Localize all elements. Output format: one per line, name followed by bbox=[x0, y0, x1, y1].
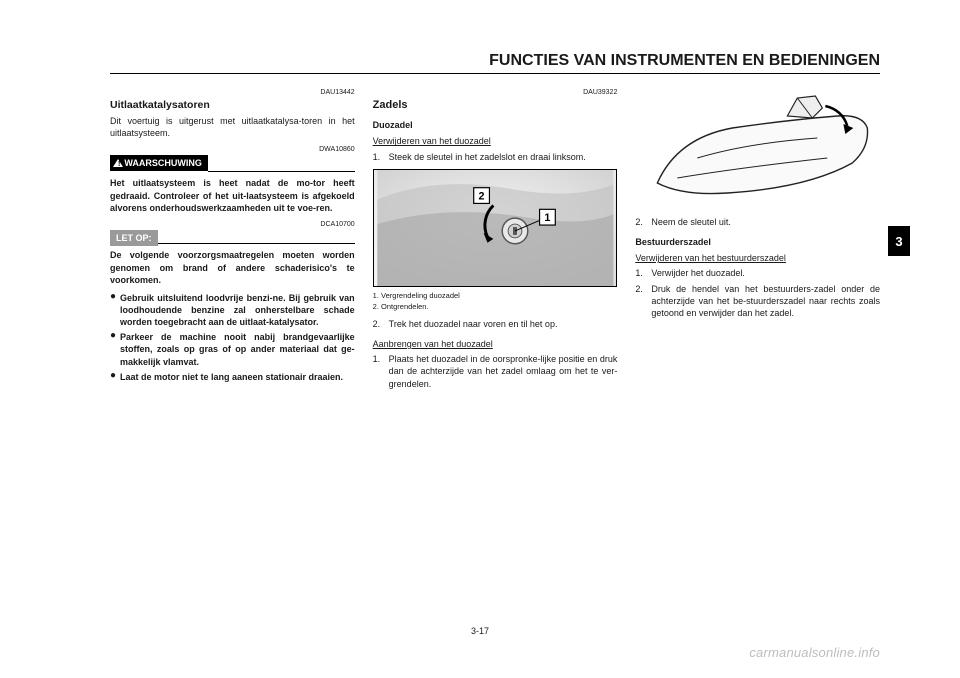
figure-label-1: 1 bbox=[544, 212, 550, 224]
notice-bullet-list: ●Gebruik uitsluitend loodvrije benzi-ne.… bbox=[110, 292, 355, 383]
column-2: DAU39322 Zadels Duozadel Verwijderen van… bbox=[373, 88, 618, 608]
bullet-icon: ● bbox=[110, 371, 120, 381]
step-text: Plaats het duozadel in de oorspronke-lij… bbox=[389, 353, 618, 389]
bullet-text: Parkeer de machine nooit nabij brandgeva… bbox=[120, 331, 355, 367]
bullet-icon: ● bbox=[110, 331, 120, 341]
warning-exclamation-icon: ! bbox=[118, 160, 120, 169]
bullet-text: Gebruik uitsluitend loodvrije benzi-ne. … bbox=[120, 292, 355, 328]
step-item: 1.Plaats het duozadel in de oorspronke-l… bbox=[373, 353, 618, 389]
page-number: 3-17 bbox=[0, 626, 960, 636]
step-number: 2. bbox=[373, 318, 389, 330]
notice-intro: De volgende voorzorgsmaatregelen moeten … bbox=[110, 249, 355, 285]
warning-text: Het uitlaatsysteem is heet nadat de mo-t… bbox=[110, 177, 355, 213]
step-list: 1.Steek de sleutel in het zadelslot en d… bbox=[373, 151, 618, 163]
step-number: 2. bbox=[635, 216, 651, 228]
notice-callout-row: LET OP: bbox=[110, 230, 355, 246]
manual-page: FUNCTIES VAN INSTRUMENTEN EN BEDIENINGEN… bbox=[0, 0, 960, 678]
header-rule bbox=[110, 73, 880, 74]
callout-rule bbox=[208, 171, 355, 172]
figure-caption: 1. Vergrendeling duozadel bbox=[373, 291, 618, 301]
subsection-heading: Duozadel bbox=[373, 119, 618, 131]
ref-code: DAU13442 bbox=[110, 88, 355, 97]
seat-lock-illustration: 1 2 bbox=[374, 170, 617, 286]
step-text: Neem de sleutel uit. bbox=[651, 216, 880, 228]
bullet-text: Laat de motor niet te lang aaneen statio… bbox=[120, 371, 355, 383]
bullet-icon: ● bbox=[110, 292, 120, 302]
step-item: 1.Steek de sleutel in het zadelslot en d… bbox=[373, 151, 618, 163]
step-text: Steek de sleutel in het zadelslot en dra… bbox=[389, 151, 618, 163]
step-text: Druk de hendel van het bestuurders-zadel… bbox=[651, 283, 880, 319]
step-number: 1. bbox=[635, 267, 651, 279]
section-heading: Uitlaatkatalysatoren bbox=[110, 98, 355, 112]
procedure-heading: Verwijderen van het bestuurderszadel bbox=[635, 252, 880, 264]
bullet-item: ●Laat de motor niet te lang aaneen stati… bbox=[110, 371, 355, 383]
figure-label-2: 2 bbox=[478, 190, 484, 202]
ref-code: DAU39322 bbox=[373, 88, 618, 97]
intro-paragraph: Dit voertuig is uitgerust met uitlaatkat… bbox=[110, 115, 355, 139]
section-heading: Zadels bbox=[373, 98, 618, 113]
step-text: Trek het duozadel naar voren en til het … bbox=[389, 318, 618, 330]
bullet-item: ●Gebruik uitsluitend loodvrije benzi-ne.… bbox=[110, 292, 355, 328]
rider-seat-figure bbox=[635, 88, 880, 208]
warning-callout-row: ! WAARSCHUWING bbox=[110, 155, 355, 174]
warning-label: WAARSCHUWING bbox=[124, 157, 202, 169]
step-number: 1. bbox=[373, 353, 389, 365]
seat-lock-figure: 1 2 bbox=[373, 169, 618, 287]
step-list: 2.Trek het duozadel naar voren en til he… bbox=[373, 318, 618, 330]
chapter-tab: 3 bbox=[888, 226, 910, 256]
procedure-heading: Verwijderen van het duozadel bbox=[373, 135, 618, 147]
step-number: 2. bbox=[635, 283, 651, 295]
step-list: 2.Neem de sleutel uit. bbox=[635, 216, 880, 228]
ref-code: DCA10700 bbox=[110, 220, 355, 229]
step-item: 2.Neem de sleutel uit. bbox=[635, 216, 880, 228]
content-columns: DAU13442 Uitlaatkatalysatoren Dit voertu… bbox=[110, 88, 880, 608]
callout-rule bbox=[158, 243, 355, 244]
figure-caption: 2. Ontgrendelen. bbox=[373, 302, 618, 312]
column-3: 2.Neem de sleutel uit. Bestuurderszadel … bbox=[635, 88, 880, 608]
step-list: 1.Verwijder het duozadel. 2.Druk de hend… bbox=[635, 267, 880, 319]
watermark-text: carmanualsonline.info bbox=[749, 645, 880, 660]
warning-badge: ! WAARSCHUWING bbox=[110, 155, 208, 171]
step-number: 1. bbox=[373, 151, 389, 163]
bullet-item: ●Parkeer de machine nooit nabij brandgev… bbox=[110, 331, 355, 367]
step-text: Verwijder het duozadel. bbox=[651, 267, 880, 279]
column-1: DAU13442 Uitlaatkatalysatoren Dit voertu… bbox=[110, 88, 355, 608]
step-item: 1.Verwijder het duozadel. bbox=[635, 267, 880, 279]
notice-badge: LET OP: bbox=[110, 230, 158, 246]
page-header-title: FUNCTIES VAN INSTRUMENTEN EN BEDIENINGEN bbox=[489, 52, 880, 70]
step-item: 2.Druk de hendel van het bestuurders-zad… bbox=[635, 283, 880, 319]
subsection-heading: Bestuurderszadel bbox=[635, 236, 880, 248]
ref-code: DWA10860 bbox=[110, 145, 355, 154]
step-list: 1.Plaats het duozadel in de oorspronke-l… bbox=[373, 353, 618, 389]
procedure-heading: Aanbrengen van het duozadel bbox=[373, 338, 618, 350]
step-item: 2.Trek het duozadel naar voren en til he… bbox=[373, 318, 618, 330]
rider-seat-illustration bbox=[635, 88, 880, 208]
